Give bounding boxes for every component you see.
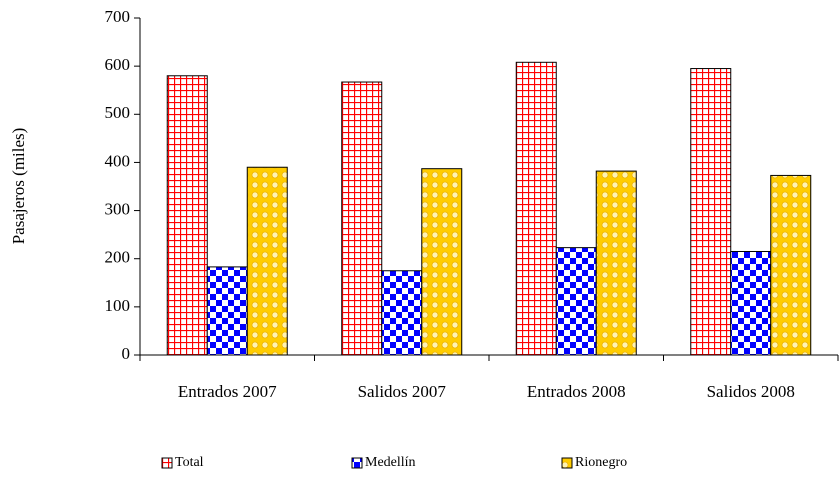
x-tick-label: Salidos 2008 xyxy=(707,382,795,401)
legend-label: Rionegro xyxy=(575,455,627,470)
legend-swatch xyxy=(561,457,573,469)
y-tick-label: 0 xyxy=(122,344,131,363)
bar xyxy=(595,170,637,356)
legend-label: Total xyxy=(175,455,204,470)
y-tick-label: 500 xyxy=(105,103,131,122)
bar xyxy=(206,266,248,356)
bar xyxy=(381,270,423,356)
bar xyxy=(166,75,208,356)
y-tick-label: 600 xyxy=(105,55,131,74)
y-axis-label: Pasajeros (miles) xyxy=(9,128,28,245)
legend-swatch xyxy=(351,457,363,469)
x-tick-label: Entrados 2007 xyxy=(178,382,277,401)
legend-swatch xyxy=(161,457,173,469)
bar xyxy=(246,166,288,356)
y-tick-label: 300 xyxy=(105,199,131,218)
bar xyxy=(555,247,597,356)
y-tick-label: 700 xyxy=(105,7,131,26)
bar xyxy=(730,250,772,356)
bar xyxy=(690,68,732,356)
bar xyxy=(515,61,557,356)
y-tick-label: 100 xyxy=(105,296,131,315)
x-tick-label: Salidos 2007 xyxy=(358,382,447,401)
bar xyxy=(421,168,463,356)
bar xyxy=(770,174,812,356)
bar xyxy=(341,81,383,356)
y-tick-label: 400 xyxy=(105,151,131,170)
y-tick-label: 200 xyxy=(105,248,131,267)
x-tick-label: Entrados 2008 xyxy=(527,382,626,401)
legend-label: Medellín xyxy=(365,455,416,470)
